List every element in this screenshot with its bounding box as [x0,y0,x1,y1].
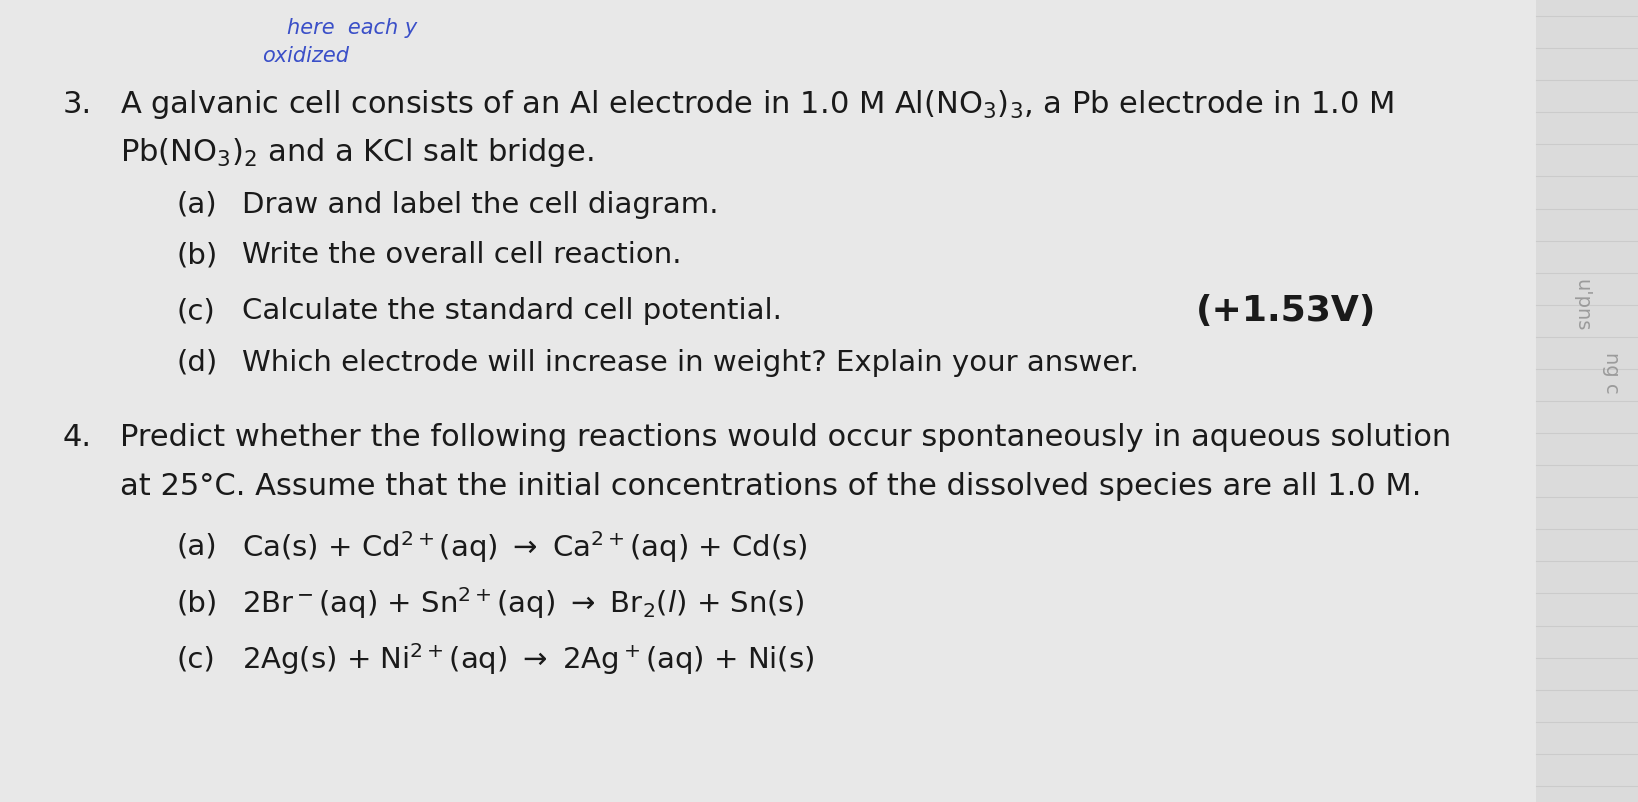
Text: Write the overall cell reaction.: Write the overall cell reaction. [242,241,681,269]
Bar [1536,0,1638,802]
Text: (b): (b) [177,589,218,617]
Text: A galvanic cell consists of an Al electrode in 1.0 M Al(NO$_3$)$_3$, a Pb electr: A galvanic cell consists of an Al electr… [120,87,1394,121]
Text: (c): (c) [177,298,216,325]
Text: (a): (a) [177,191,218,218]
Text: Ca(s) + Cd$^{2+}$(aq) $\rightarrow$ Ca$^{2+}$(aq) + Cd(s): Ca(s) + Cd$^{2+}$(aq) $\rightarrow$ Ca$^… [242,529,808,565]
Text: Calculate the standard cell potential.: Calculate the standard cell potential. [242,298,783,325]
Text: 2Br$^-$(aq) + Sn$^{2+}$(aq) $\rightarrow$ Br$_2$($l$) + Sn(s): 2Br$^-$(aq) + Sn$^{2+}$(aq) $\rightarrow… [242,585,804,621]
Text: (a): (a) [177,533,218,561]
Text: here  each y: here each y [287,18,418,38]
Text: Pb(NO$_3$)$_2$ and a KCl salt bridge.: Pb(NO$_3$)$_2$ and a KCl salt bridge. [120,136,593,169]
Text: 3.: 3. [62,90,92,119]
Text: (+1.53V): (+1.53V) [1196,294,1376,328]
Text: (d): (d) [177,349,218,376]
Text: Draw and label the cell diagram.: Draw and label the cell diagram. [242,191,719,218]
Text: u'pns: u'pns [1572,278,1592,331]
Text: (c): (c) [177,646,216,673]
Text: at 25°C. Assume that the initial concentrations of the dissolved species are all: at 25°C. Assume that the initial concent… [120,472,1420,501]
Text: Predict whether the following reactions would occur spontaneously in aqueous sol: Predict whether the following reactions … [120,423,1451,452]
Text: 4.: 4. [62,423,92,452]
Text: Which electrode will increase in weight? Explain your answer.: Which electrode will increase in weight?… [242,349,1140,376]
Text: ng c: ng c [1602,352,1622,394]
Text: (b): (b) [177,241,218,269]
Text: oxidized: oxidized [262,47,349,66]
Text: 2Ag(s) + Ni$^{2+}$(aq) $\rightarrow$ 2Ag$^+$(aq) + Ni(s): 2Ag(s) + Ni$^{2+}$(aq) $\rightarrow$ 2Ag… [242,642,814,677]
